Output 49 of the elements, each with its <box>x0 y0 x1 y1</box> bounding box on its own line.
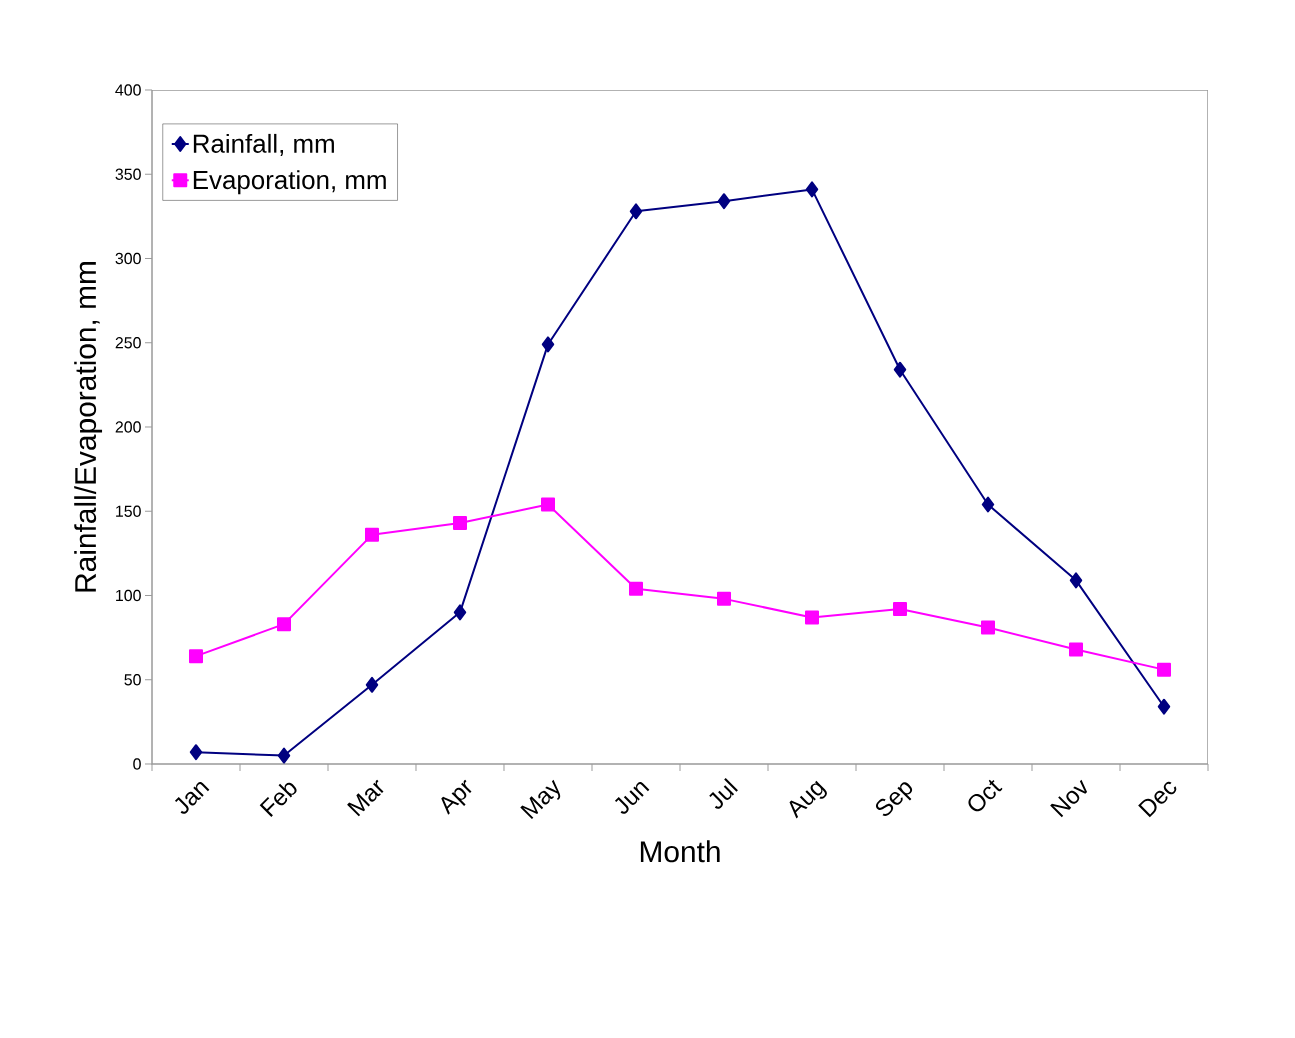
y-tick-label: 300 <box>115 252 141 265</box>
point <box>453 516 467 531</box>
x-tick-label: Mar <box>347 779 384 817</box>
point <box>365 676 379 693</box>
point <box>453 604 467 621</box>
point <box>981 620 995 635</box>
point <box>1069 642 1083 657</box>
y-tick-label: 100 <box>116 589 141 602</box>
point <box>893 361 907 378</box>
point <box>365 527 379 542</box>
y-tick-label: 350 <box>115 168 141 180</box>
point <box>277 747 291 764</box>
point <box>629 581 643 596</box>
point <box>541 336 555 353</box>
point <box>189 649 203 664</box>
y-tick-label: 250 <box>115 337 141 349</box>
y-tick-label: 150 <box>116 505 141 517</box>
point <box>629 203 643 220</box>
point <box>277 617 291 632</box>
x-tick-label: Nov <box>1050 779 1088 818</box>
point <box>893 601 907 616</box>
point <box>1069 572 1083 589</box>
point <box>1157 698 1171 715</box>
x-tick-label: Dec <box>1138 781 1177 818</box>
point <box>189 744 203 761</box>
legend-label: Rainfall, mm <box>193 133 334 156</box>
x-tick-label: Jan <box>174 781 210 814</box>
y-tick-label: 0 <box>133 758 141 770</box>
x-tick-label: Apr <box>441 779 472 815</box>
legend-label: Evaporation, mm <box>193 170 386 195</box>
point <box>717 193 731 210</box>
x-tick-label: Sep <box>875 782 913 817</box>
y-tick-label: 50 <box>124 674 141 686</box>
y-axis-title: Rainfall/Evaporation, mm <box>74 262 103 592</box>
point <box>981 496 995 513</box>
point <box>717 591 731 606</box>
x-tick-label: Oct <box>968 779 1003 812</box>
x-axis-title: Month <box>640 840 720 863</box>
point <box>805 181 819 198</box>
point <box>541 497 555 512</box>
point <box>805 610 819 625</box>
y-tick-label: 400 <box>115 84 141 96</box>
x-tick-label: May <box>520 779 561 820</box>
point <box>1157 662 1171 677</box>
x-tick-label: Jul <box>709 778 738 809</box>
y-tick-label: 200 <box>115 421 141 433</box>
x-tick-label: Jun <box>614 781 650 814</box>
x-tick-label: Aug <box>789 780 827 819</box>
x-tick-label: Feb <box>259 782 297 817</box>
